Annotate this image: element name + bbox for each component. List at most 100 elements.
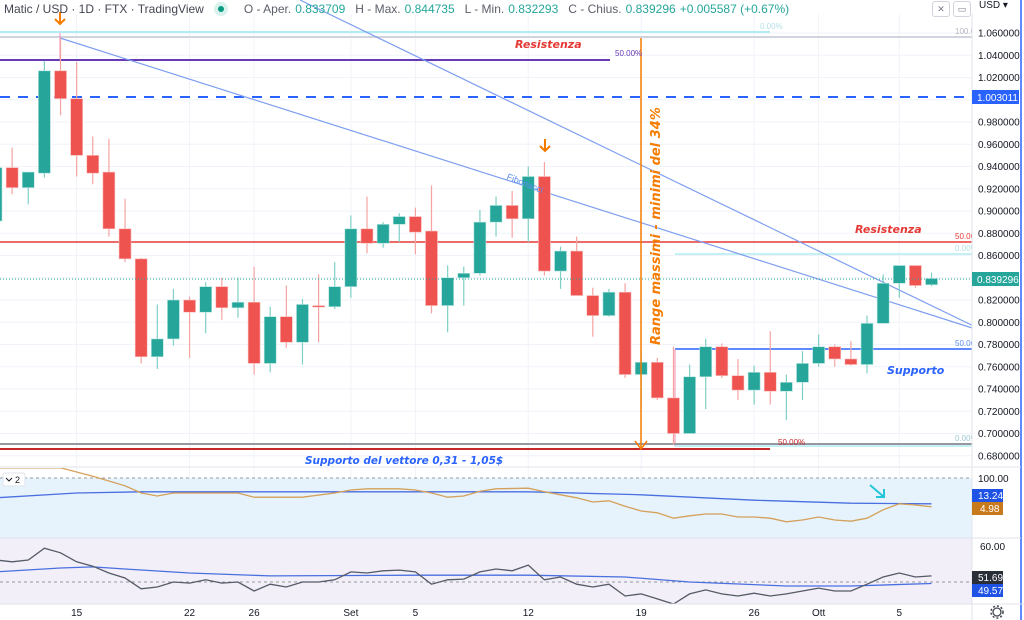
candle[interactable] [392,213,406,243]
time-axis[interactable]: 15 22 26 Set 5 12 19 26 Ott 5 [71,608,902,619]
candle[interactable] [521,166,535,243]
candle[interactable] [280,285,293,348]
candle[interactable] [586,287,600,337]
candle-body [715,346,729,376]
price-tick: 0.700000 [978,429,1020,440]
candle-body [521,176,535,220]
candle[interactable] [538,162,551,276]
time-tick: 5 [896,608,902,619]
candle-body [796,363,809,383]
candle[interactable] [909,265,922,288]
currency-dropdown[interactable]: USD ▾ [979,0,1008,11]
price-tick: 0.860000 [978,251,1020,262]
candle-body [54,70,67,99]
candle[interactable] [312,274,325,343]
candle[interactable] [70,61,83,177]
chevron-down-icon [5,477,13,482]
candle[interactable] [38,60,51,178]
candle[interactable] [118,198,132,263]
candle[interactable] [505,190,519,238]
candle[interactable] [215,277,229,321]
candle[interactable] [167,288,180,346]
candle[interactable] [263,306,277,373]
fib-label: 50.00 [955,232,976,241]
candle[interactable] [667,346,680,445]
candle[interactable] [86,136,100,185]
candle[interactable] [183,296,196,358]
candle[interactable] [699,338,713,410]
candle[interactable] [344,215,358,298]
settings-gear-icon[interactable] [990,605,1004,619]
price-tick: 0.920000 [978,184,1020,195]
candle-body [731,375,745,391]
collapse-icon[interactable]: ✕ [932,1,950,17]
candle[interactable] [296,298,309,365]
candle[interactable] [602,288,616,317]
candle-body [780,382,793,392]
candle[interactable] [731,358,745,401]
candle[interactable] [473,209,487,276]
candle[interactable] [247,266,261,375]
candle[interactable] [844,341,858,366]
candle-body [215,286,229,309]
range-measure[interactable]: Range massimi - minimi del 34% [634,38,664,451]
candle[interactable] [0,164,3,223]
candle[interactable] [199,282,212,334]
candle[interactable] [683,364,696,434]
price-tick: 0.820000 [978,296,1020,307]
candle[interactable] [457,266,471,306]
candle[interactable] [554,246,567,289]
candle[interactable] [231,277,245,318]
candle-body [0,167,3,222]
trendline-upper[interactable] [299,0,989,334]
candle[interactable] [360,196,374,254]
maximize-icon[interactable]: ▭ [953,1,971,17]
candle[interactable] [425,185,438,314]
candle[interactable] [747,365,761,405]
candle[interactable] [618,283,632,378]
candle-body [312,305,325,308]
candle[interactable] [328,262,342,309]
candle-body [328,286,342,307]
price-axis-ticks: 1.060000 1.040000 1.020000 0.980000 0.960000… [978,29,1020,463]
time-tick: Ott [812,608,826,619]
high-value: 0.844735 [404,2,455,16]
candle[interactable] [860,315,874,374]
arrow-down-icon [539,139,551,153]
candle[interactable] [134,257,148,364]
candle[interactable] [102,138,116,237]
candle[interactable] [812,334,825,367]
candle[interactable] [925,272,938,287]
pane1-legend-count: 2 [15,475,20,485]
change-value: +0.005587 (+0.67%) [679,2,790,16]
candle-body [392,216,406,225]
candle[interactable] [892,265,906,298]
pane1-band [0,478,972,538]
pane1-blue-line [0,491,932,505]
candle-body [699,346,713,378]
candle[interactable] [489,196,503,237]
candle[interactable] [151,304,164,369]
candle[interactable] [876,274,890,324]
candle[interactable] [441,265,454,333]
range-label: Range massimi - minimi del 34% [649,107,664,345]
candle[interactable] [376,222,390,248]
candle[interactable] [715,343,729,378]
candle-body [183,299,196,313]
candle[interactable] [780,374,793,421]
candle[interactable] [828,344,842,367]
candle[interactable] [570,236,583,296]
candle[interactable] [21,171,35,205]
candle[interactable] [651,357,664,401]
candle[interactable] [796,351,809,401]
price-tick: 0.880000 [978,229,1020,240]
candle[interactable] [763,331,777,405]
candle-body [763,372,777,392]
pane1-legend[interactable]: 2 [2,472,26,487]
symbol-title[interactable]: Matic / USD · 1D · FTX · TradingView [4,2,204,16]
candle[interactable] [409,207,422,255]
candle[interactable] [54,38,67,116]
candle[interactable] [5,147,19,195]
candle-body [86,155,100,174]
